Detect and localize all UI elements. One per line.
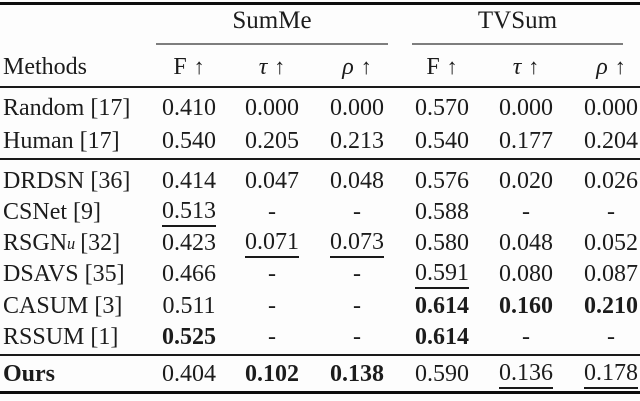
value-cell: 0.020 [499,168,553,194]
value-cell: 0.000 [330,95,384,121]
header-summe-rho: ρ ↑ [342,53,372,80]
subscript: u [67,233,76,253]
value-cell: - [353,261,361,287]
method-cell: Human [17] [3,128,120,154]
value-cell: 0.087 [584,261,638,287]
methods-header: Methods [3,53,87,80]
value-cell: 0.000 [584,95,638,121]
value-cell: 0.525 [162,324,216,350]
value-cell: 0.071 [232,228,312,259]
value-cell: 0.588 [415,199,469,225]
up-arrow-icon: ↑ [274,54,286,79]
value-cell: 0.052 [584,230,638,256]
value-cell: - [522,199,530,225]
value-cell: 0.414 [162,168,216,194]
value-cell: 0.136 [482,357,570,391]
row-rsgn-u: RSGN u [32] 0.423 0.071 0.073 0.580 0.048 … [0,228,640,259]
value-cell: - [268,199,276,225]
value-cell: 0.048 [499,230,553,256]
up-arrow-icon: ↑ [528,54,540,79]
method-cell: Ours [3,360,56,387]
value-cell: - [268,261,276,287]
header-tvsum-f: F ↑ [426,53,458,80]
value-cell: - [268,324,276,350]
row-random: Random [17] 0.410 0.000 0.000 0.570 0.00… [0,92,640,125]
group-label: TVSum [477,7,558,34]
row-ours: Ours 0.404 0.102 0.138 0.590 0.136 0.178 [0,357,640,391]
up-arrow-icon: ↑ [360,54,372,79]
value-cell: - [353,324,361,350]
value-cell: 0.205 [245,128,299,154]
rule-top [0,2,640,5]
rule-bottom [0,391,640,394]
value-cell: 0.614 [415,293,469,319]
value-cell: 0.048 [330,168,384,194]
header-summe-tau: τ ↑ [258,53,286,80]
value-cell: 0.047 [245,168,299,194]
value-cell: 0.511 [162,293,216,319]
value-cell: 0.210 [584,293,638,319]
value-cell: 0.614 [415,324,469,350]
value-cell: 0.540 [415,128,469,154]
value-cell: - [522,324,530,350]
value-cell: 0.138 [330,360,384,387]
value-cell: 0.204 [584,128,638,154]
group-label: SumMe [232,7,312,34]
row-csnet: CSNet [9] 0.513 - - 0.588 - - [0,197,640,228]
column-header-row: Methods F ↑ τ ↑ ρ ↑ F ↑ τ ↑ ρ ↑ [0,48,640,86]
rule-ours-top [0,354,640,356]
value-cell: 0.540 [162,128,216,154]
cmidrule-tvsum [412,43,623,45]
value-cell: 0.073 [312,228,402,259]
value-cell: 0.160 [499,293,553,319]
value-cell: 0.410 [162,95,216,121]
value-cell: 0.591 [402,259,482,290]
value-cell: 0.466 [162,261,216,287]
group-header-summe: SumMe [156,6,388,36]
value-cell: 0.178 [570,357,640,391]
value-cell: 0.590 [415,360,469,387]
value-cell: 0.026 [584,168,638,194]
method-cell: RSGN u [32] [3,230,121,256]
method-cell: CSNet [9] [3,199,101,225]
header-summe-f: F ↑ [173,53,205,80]
row-rssum: RSSUM [1] 0.525 - - 0.614 - - [0,322,640,353]
rule-baselines-bottom [0,158,640,160]
method-cell: DRDSN [36] [3,168,131,194]
value-cell: 0.513 [146,197,232,228]
row-dsavs: DSAVS [35] 0.466 - - 0.591 0.080 0.087 [0,259,640,290]
method-cell: RSSUM [1] [3,324,119,350]
value-cell: - [268,293,276,319]
method-cell: Random [17] [3,95,131,121]
row-human: Human [17] 0.540 0.205 0.213 0.540 0.177… [0,125,640,158]
value-cell: 0.404 [162,360,216,387]
group-header-tvsum: TVSum [412,6,623,36]
value-cell: 0.570 [415,95,469,121]
method-cell: DSAVS [35] [3,261,125,287]
rule-header-bottom [0,86,640,88]
header-tvsum-tau: τ ↑ [512,53,540,80]
cmidrule-summe [156,43,388,45]
value-cell: 0.080 [499,261,553,287]
value-cell: 0.000 [245,95,299,121]
row-drdsn: DRDSN [36] 0.414 0.047 0.048 0.576 0.020… [0,166,640,197]
value-cell: 0.580 [415,230,469,256]
value-cell: 0.177 [499,128,553,154]
row-casum: CASUM [3] 0.511 - - 0.614 0.160 0.210 [0,291,640,322]
up-arrow-icon: ↑ [446,54,458,79]
value-cell: 0.213 [330,128,384,154]
value-cell: 0.576 [415,168,469,194]
value-cell: 0.000 [499,95,553,121]
value-cell: - [353,293,361,319]
header-tvsum-rho: ρ ↑ [596,53,626,80]
value-cell: 0.102 [245,360,299,387]
value-cell: - [607,199,615,225]
up-arrow-icon: ↑ [193,54,205,79]
value-cell: 0.423 [162,230,216,256]
method-cell: CASUM [3] [3,293,123,319]
value-cell: - [607,324,615,350]
up-arrow-icon: ↑ [614,54,626,79]
value-cell: - [353,199,361,225]
